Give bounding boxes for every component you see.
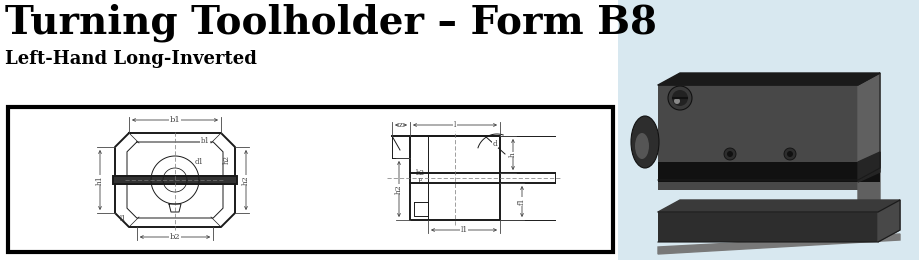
Polygon shape xyxy=(858,152,880,182)
Circle shape xyxy=(727,151,733,157)
Polygon shape xyxy=(858,73,880,180)
Bar xyxy=(658,162,880,182)
Text: h1: h1 xyxy=(96,175,104,185)
Text: l: l xyxy=(454,121,456,129)
Text: l1: l1 xyxy=(460,226,468,234)
Text: E: E xyxy=(417,177,423,185)
Circle shape xyxy=(672,90,688,106)
Circle shape xyxy=(668,86,692,110)
Polygon shape xyxy=(858,152,880,212)
Text: h2: h2 xyxy=(242,175,250,185)
Text: b2: b2 xyxy=(170,233,180,241)
Circle shape xyxy=(784,148,796,160)
Ellipse shape xyxy=(635,133,649,159)
Polygon shape xyxy=(658,234,900,254)
Text: z: z xyxy=(399,121,403,129)
Bar xyxy=(658,122,858,162)
Bar xyxy=(658,85,858,180)
Polygon shape xyxy=(878,200,900,242)
Text: h2: h2 xyxy=(223,155,231,165)
Text: b1: b1 xyxy=(170,116,180,124)
Text: Turning Toolholder – Form B8: Turning Toolholder – Form B8 xyxy=(5,3,657,42)
Polygon shape xyxy=(658,200,900,212)
Text: b2: b2 xyxy=(415,169,425,177)
Bar xyxy=(8,107,613,252)
Circle shape xyxy=(674,98,680,104)
Text: b1: b1 xyxy=(200,137,210,145)
Text: l1: l1 xyxy=(119,215,126,223)
Ellipse shape xyxy=(631,116,659,168)
Bar xyxy=(658,212,878,242)
Text: Left-Hand Long-Inverted: Left-Hand Long-Inverted xyxy=(5,50,257,68)
Bar xyxy=(658,162,858,190)
Text: d2: d2 xyxy=(193,178,202,186)
Circle shape xyxy=(724,148,736,160)
Text: h2: h2 xyxy=(395,184,403,194)
Text: d: d xyxy=(493,140,497,148)
Bar xyxy=(113,176,237,184)
Text: d1: d1 xyxy=(195,158,204,166)
Polygon shape xyxy=(658,73,880,85)
Bar xyxy=(618,0,919,260)
Circle shape xyxy=(787,151,793,157)
Text: f1: f1 xyxy=(518,198,526,205)
Text: h: h xyxy=(509,152,517,157)
